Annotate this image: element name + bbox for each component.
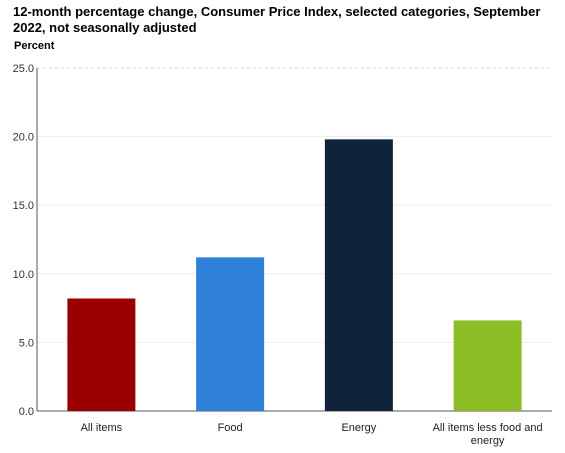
bar [453,320,522,411]
y-tick-label: 5.0 [19,337,34,349]
y-tick-label: 10.0 [13,269,34,281]
bar [196,257,265,411]
bars [67,139,522,411]
x-category-label: All items less food and energy [433,422,543,447]
x-category-label: Energy [341,422,376,434]
bar [324,139,393,411]
bar [67,298,136,411]
x-category-labels: All items Food Energy All items less food a… [81,422,543,447]
y-tick-labels: 0.0 5.0 10.0 15.0 20.0 25.0 [13,63,34,418]
y-axis-label: Percent [14,40,55,52]
y-tick-label: 15.0 [13,200,34,212]
x-category-label: All items [81,422,123,434]
y-tick-label: 25.0 [13,63,34,75]
y-tick-label: 0.0 [19,406,34,418]
y-tick-label: 20.0 [13,132,34,144]
chart-title: 12-month percentage change, Consumer Pri… [13,4,541,35]
x-category-label: Food [218,422,243,434]
